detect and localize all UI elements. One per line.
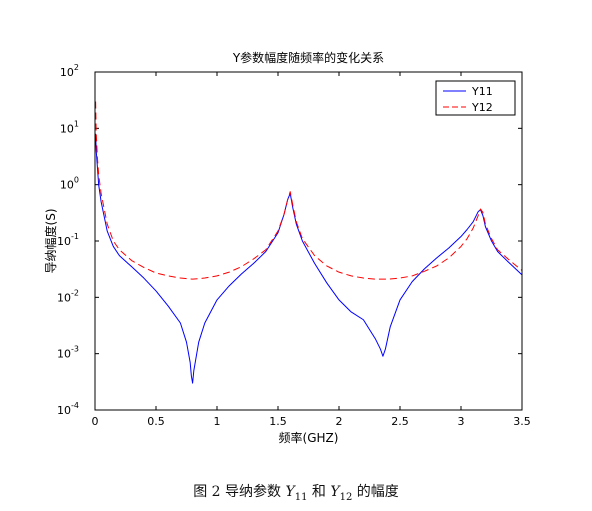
x-tick-label: 0 — [92, 415, 99, 428]
caption-y-symbol-1: Y — [285, 484, 295, 500]
x-tick-label: 3 — [458, 415, 465, 428]
y-tick-label: 10-2 — [57, 288, 79, 304]
x-tick-label: 1 — [214, 415, 221, 428]
x-tick-label: 0.5 — [147, 415, 165, 428]
y-tick-label: 102 — [60, 63, 79, 79]
legend-label-y12: Y12 — [471, 101, 493, 114]
x-tick-label: 3.5 — [513, 415, 531, 428]
series-line-y12 — [95, 101, 523, 280]
y-tick-label: 10-1 — [57, 232, 79, 248]
series-group — [95, 101, 523, 384]
caption-subscript-2: 12 — [339, 491, 353, 503]
chart-title: Y参数幅度随频率的变化关系 — [232, 50, 384, 65]
caption-y-symbol-2: Y — [330, 484, 340, 500]
caption-subscript-1: 11 — [294, 491, 308, 503]
y-tick-label: 101 — [60, 119, 79, 135]
caption-mid: 和 — [307, 484, 331, 500]
y-tick-label: 100 — [60, 176, 79, 192]
x-tick-label: 1.5 — [269, 415, 287, 428]
y-tick-label: 10-3 — [57, 345, 79, 361]
legend-label-y11: Y11 — [471, 85, 493, 98]
y-tick-label: 10-4 — [57, 401, 79, 417]
y-axis-label: 导纳幅度(S) — [43, 209, 58, 274]
x-tick-label: 2.5 — [391, 415, 409, 428]
caption-suffix: 的幅度 — [352, 484, 399, 500]
caption-prefix: 图 2 导纳参数 — [193, 484, 286, 500]
axis-ticks: 0 0.5 1 1.5 2 2.5 3 3.5 10-4 10-3 10-2 10-1 100 101 10… — [57, 63, 531, 428]
plot-frame — [94, 71, 523, 411]
figure-caption: 图 2 导纳参数 Y11 和 Y12 的幅度 — [0, 481, 592, 503]
plot-area — [95, 72, 522, 410]
x-tick-label: 2 — [336, 415, 343, 428]
legend: Y11 Y12 — [435, 80, 516, 116]
legend-box — [435, 80, 516, 116]
x-axis-label: 频率(GHZ) — [279, 430, 339, 445]
